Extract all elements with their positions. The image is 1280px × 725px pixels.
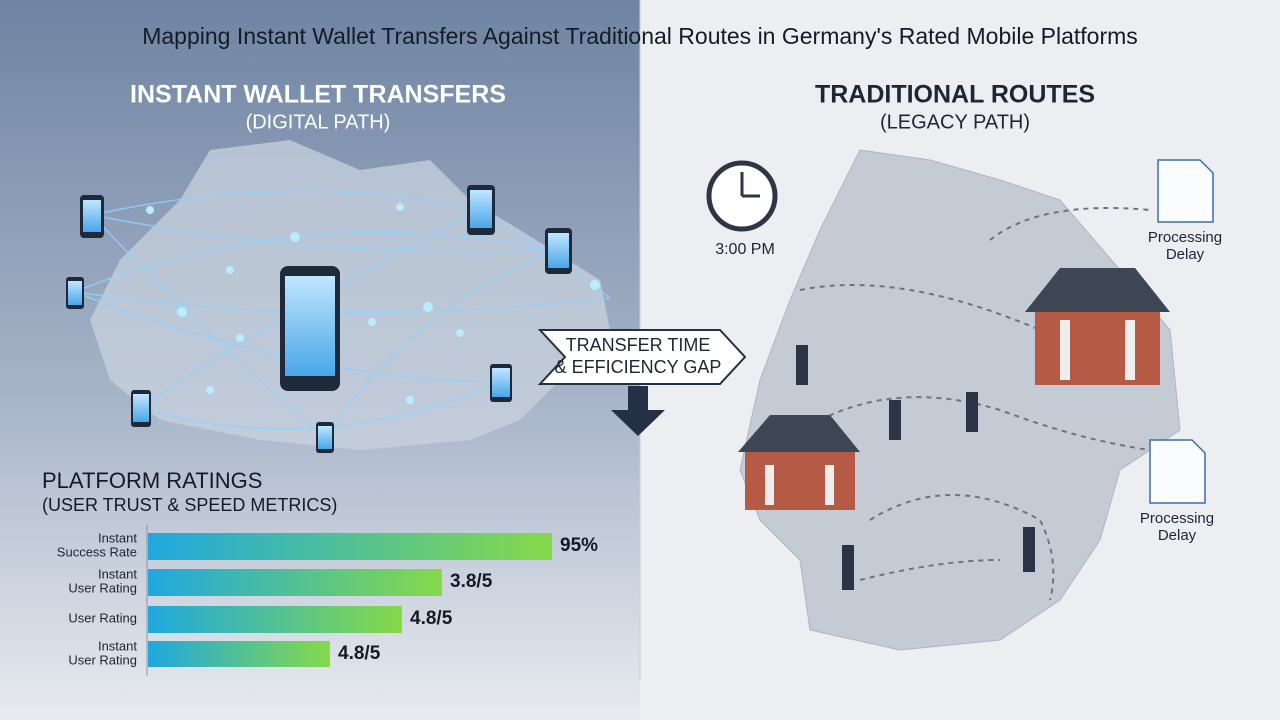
phones — [66, 185, 572, 453]
left-subheading: (DIGITAL PATH) — [246, 111, 391, 133]
rating-label: User Rating — [68, 610, 137, 625]
rating-value: 3.8/5 — [450, 571, 493, 592]
ratings-subtitle: (USER TRUST & SPEED METRICS) — [42, 495, 337, 515]
rating-label: User Rating — [68, 652, 137, 667]
gap-label: TRANSFER TIME — [566, 335, 711, 355]
rating-value: 4.8/5 — [410, 608, 453, 629]
rating-label: Success Rate — [57, 544, 137, 559]
note-line: Delay — [1158, 527, 1197, 544]
rating-bar — [148, 606, 402, 633]
rating-value: 95% — [560, 535, 598, 556]
rating-label: Instant — [98, 566, 137, 581]
routes — [799, 207, 1151, 601]
rating-bar — [148, 533, 552, 560]
rating-label: User Rating — [68, 580, 137, 595]
gap-banner — [537, 329, 747, 385]
rating-bar — [148, 641, 330, 667]
clock — [706, 160, 778, 232]
clock-time: 3:00 PM — [715, 241, 775, 258]
ratings-title: PLATFORM RATINGS — [42, 468, 262, 493]
down-arrow — [611, 386, 665, 436]
note-line: Processing — [1148, 229, 1222, 246]
rating-bar — [148, 569, 442, 596]
note-line: Processing — [1140, 510, 1214, 527]
right-subheading: (LEGACY PATH) — [880, 111, 1030, 133]
rating-label: Instant — [98, 530, 137, 545]
walkers — [796, 345, 1035, 590]
gap-label: & EFFICIENCY GAP — [555, 357, 722, 377]
left-heading: INSTANT WALLET TRANSFERS — [130, 81, 506, 109]
building — [738, 268, 1170, 510]
page-title: Mapping Instant Wallet Transfers Against… — [142, 23, 1138, 49]
note-line: Delay — [1166, 246, 1205, 263]
right-heading: TRADITIONAL ROUTES — [815, 81, 1095, 109]
documents — [1149, 159, 1214, 504]
network-nodes — [146, 203, 600, 404]
rating-label: Instant — [98, 638, 137, 653]
rating-value: 4.8/5 — [338, 643, 381, 664]
